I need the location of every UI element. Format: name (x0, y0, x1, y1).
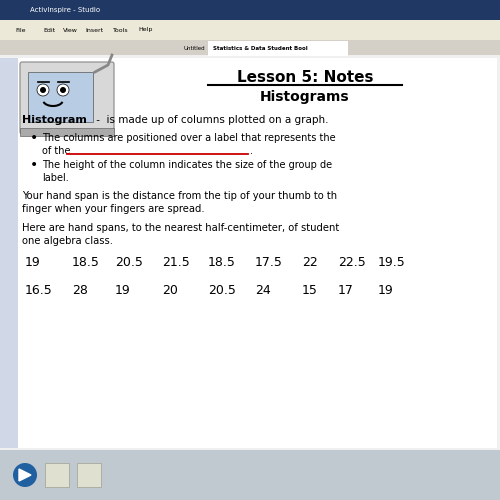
Text: The columns are positioned over a label that represents the: The columns are positioned over a label … (42, 133, 336, 143)
Bar (77, 463, 101, 487)
Text: 17: 17 (338, 284, 354, 296)
Text: of the: of the (42, 146, 70, 156)
Text: 20.5: 20.5 (208, 284, 236, 296)
Text: 22.5: 22.5 (338, 256, 366, 268)
Text: File: File (15, 28, 26, 32)
Text: 18.5: 18.5 (208, 256, 236, 268)
Bar (208, 41, 348, 56)
Bar (0, 0, 500, 20)
Text: 15: 15 (302, 284, 318, 296)
Text: Lesson 5: Notes: Lesson 5: Notes (237, 70, 373, 86)
Text: Untitled: Untitled (183, 46, 204, 51)
Text: Your hand span is the distance from the tip of your thumb to th: Your hand span is the distance from the … (22, 191, 337, 201)
Text: View: View (63, 28, 78, 32)
Text: 21.5: 21.5 (162, 256, 190, 268)
Bar (20, 128, 114, 136)
Text: 18.5: 18.5 (72, 256, 100, 268)
Circle shape (13, 463, 37, 487)
Text: 19: 19 (115, 284, 131, 296)
Text: 16.5: 16.5 (25, 284, 53, 296)
Text: •: • (30, 158, 38, 172)
Circle shape (40, 87, 46, 93)
Text: 19: 19 (25, 256, 41, 268)
Text: Edit: Edit (43, 28, 55, 32)
Text: ActivInspire - Studio: ActivInspire - Studio (30, 7, 100, 13)
Text: finger when your fingers are spread.: finger when your fingers are spread. (22, 204, 204, 214)
Bar (0, 58, 18, 448)
FancyBboxPatch shape (20, 62, 114, 134)
Text: The height of the column indicates the size of the group de: The height of the column indicates the s… (42, 160, 332, 170)
Bar (18, 58, 497, 448)
Circle shape (37, 84, 49, 96)
Text: 19.5: 19.5 (378, 256, 406, 268)
Bar (45, 463, 69, 487)
Text: Here are hand spans, to the nearest half-centimeter, of student: Here are hand spans, to the nearest half… (22, 223, 339, 233)
Bar (28, 72, 93, 122)
Text: 22: 22 (302, 256, 318, 268)
Bar (0, 450, 500, 500)
Circle shape (57, 84, 69, 96)
Polygon shape (19, 469, 31, 481)
Text: Help: Help (138, 28, 152, 32)
Circle shape (60, 87, 66, 93)
Text: 17.5: 17.5 (255, 256, 283, 268)
Text: one algebra class.: one algebra class. (22, 236, 113, 246)
Text: .: . (250, 146, 253, 156)
Text: Insert: Insert (85, 28, 103, 32)
Text: Tools: Tools (113, 28, 128, 32)
Text: •: • (30, 131, 38, 145)
Text: 28: 28 (72, 284, 88, 296)
Bar (0, 20, 500, 40)
Text: 20.5: 20.5 (115, 256, 143, 268)
Text: Histogram: Histogram (22, 115, 87, 125)
Text: 19: 19 (378, 284, 394, 296)
Text: Statistics & Data Student Bool: Statistics & Data Student Bool (213, 46, 308, 51)
Text: 24: 24 (255, 284, 271, 296)
Bar (0, 40, 500, 55)
Text: Histograms: Histograms (260, 90, 350, 104)
Text: 20: 20 (162, 284, 178, 296)
Text: label.: label. (42, 173, 69, 183)
Text: -  is made up of columns plotted on a graph.: - is made up of columns plotted on a gra… (93, 115, 328, 125)
